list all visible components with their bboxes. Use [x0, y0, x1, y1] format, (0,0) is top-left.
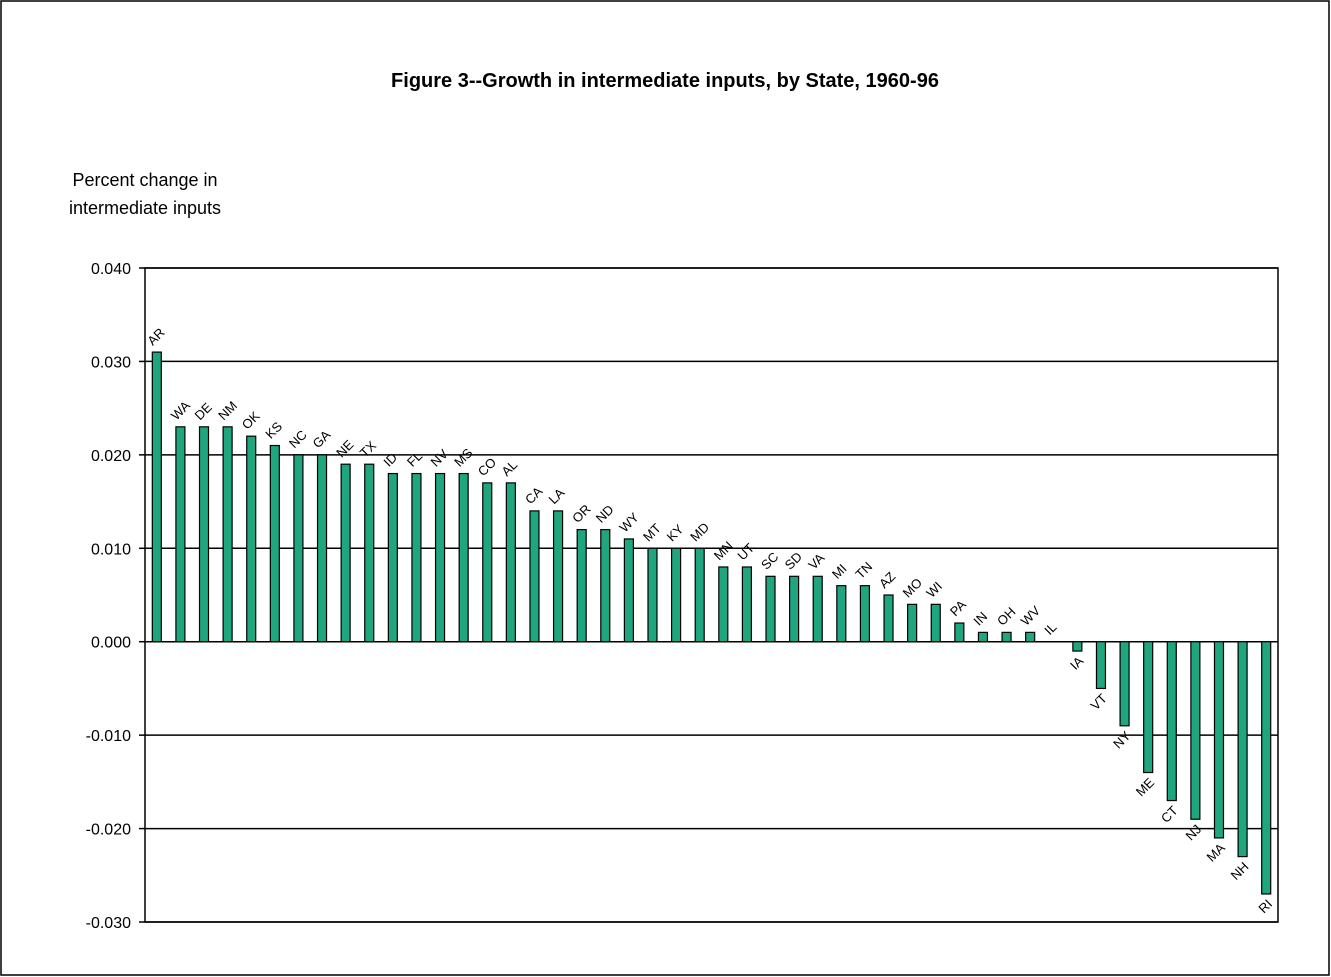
bar — [1143, 641, 1154, 774]
bar — [1190, 641, 1201, 820]
y-tick-label: 0.030 — [91, 354, 131, 371]
bar — [198, 426, 210, 643]
bar — [1166, 641, 1177, 802]
bar — [1213, 641, 1225, 839]
bar — [765, 575, 776, 643]
bar — [600, 528, 611, 643]
bar — [340, 463, 351, 643]
bar — [789, 575, 800, 643]
bar — [293, 454, 304, 643]
bar — [552, 510, 564, 643]
bar — [482, 482, 493, 643]
bar — [836, 585, 847, 643]
y-tick-label: -0.030 — [86, 915, 131, 932]
bar — [954, 622, 965, 643]
bar — [812, 575, 823, 643]
bar — [741, 566, 753, 643]
bar — [505, 482, 516, 643]
bar — [1261, 641, 1272, 895]
bar — [576, 528, 587, 643]
bar — [411, 472, 422, 643]
bar — [1025, 631, 1036, 643]
bar — [222, 426, 233, 643]
y-tick-label: 0.000 — [91, 635, 131, 652]
bar — [1072, 641, 1083, 652]
bar — [151, 351, 162, 643]
bar — [718, 566, 729, 643]
bar — [387, 472, 398, 643]
bar — [647, 547, 658, 643]
bar — [670, 547, 682, 643]
chart-title: Figure 3--Growth in intermediate inputs,… — [391, 70, 939, 92]
y-axis-label: Percent change in — [72, 170, 217, 190]
bar — [1095, 641, 1107, 690]
bar — [907, 603, 918, 643]
bar — [434, 472, 446, 643]
bar — [1119, 641, 1130, 727]
y-tick-label: 0.040 — [91, 261, 131, 278]
bar — [1001, 631, 1012, 643]
bar — [694, 547, 705, 643]
y-tick-label: 0.020 — [91, 448, 131, 465]
y-tick-label: -0.020 — [86, 822, 131, 839]
bar — [883, 594, 894, 643]
bar — [246, 435, 257, 643]
bar — [316, 454, 328, 643]
bar — [458, 472, 469, 643]
y-tick-label: 0.010 — [91, 541, 131, 558]
y-tick-label: -0.010 — [86, 728, 131, 745]
bar — [1237, 641, 1248, 858]
bar — [364, 463, 375, 643]
bar — [529, 510, 540, 643]
bar — [930, 603, 941, 643]
bar — [977, 631, 989, 643]
bar — [175, 426, 186, 643]
bar — [623, 538, 634, 643]
bar — [269, 444, 280, 643]
bar — [859, 585, 871, 643]
y-axis-label: intermediate inputs — [69, 198, 221, 218]
